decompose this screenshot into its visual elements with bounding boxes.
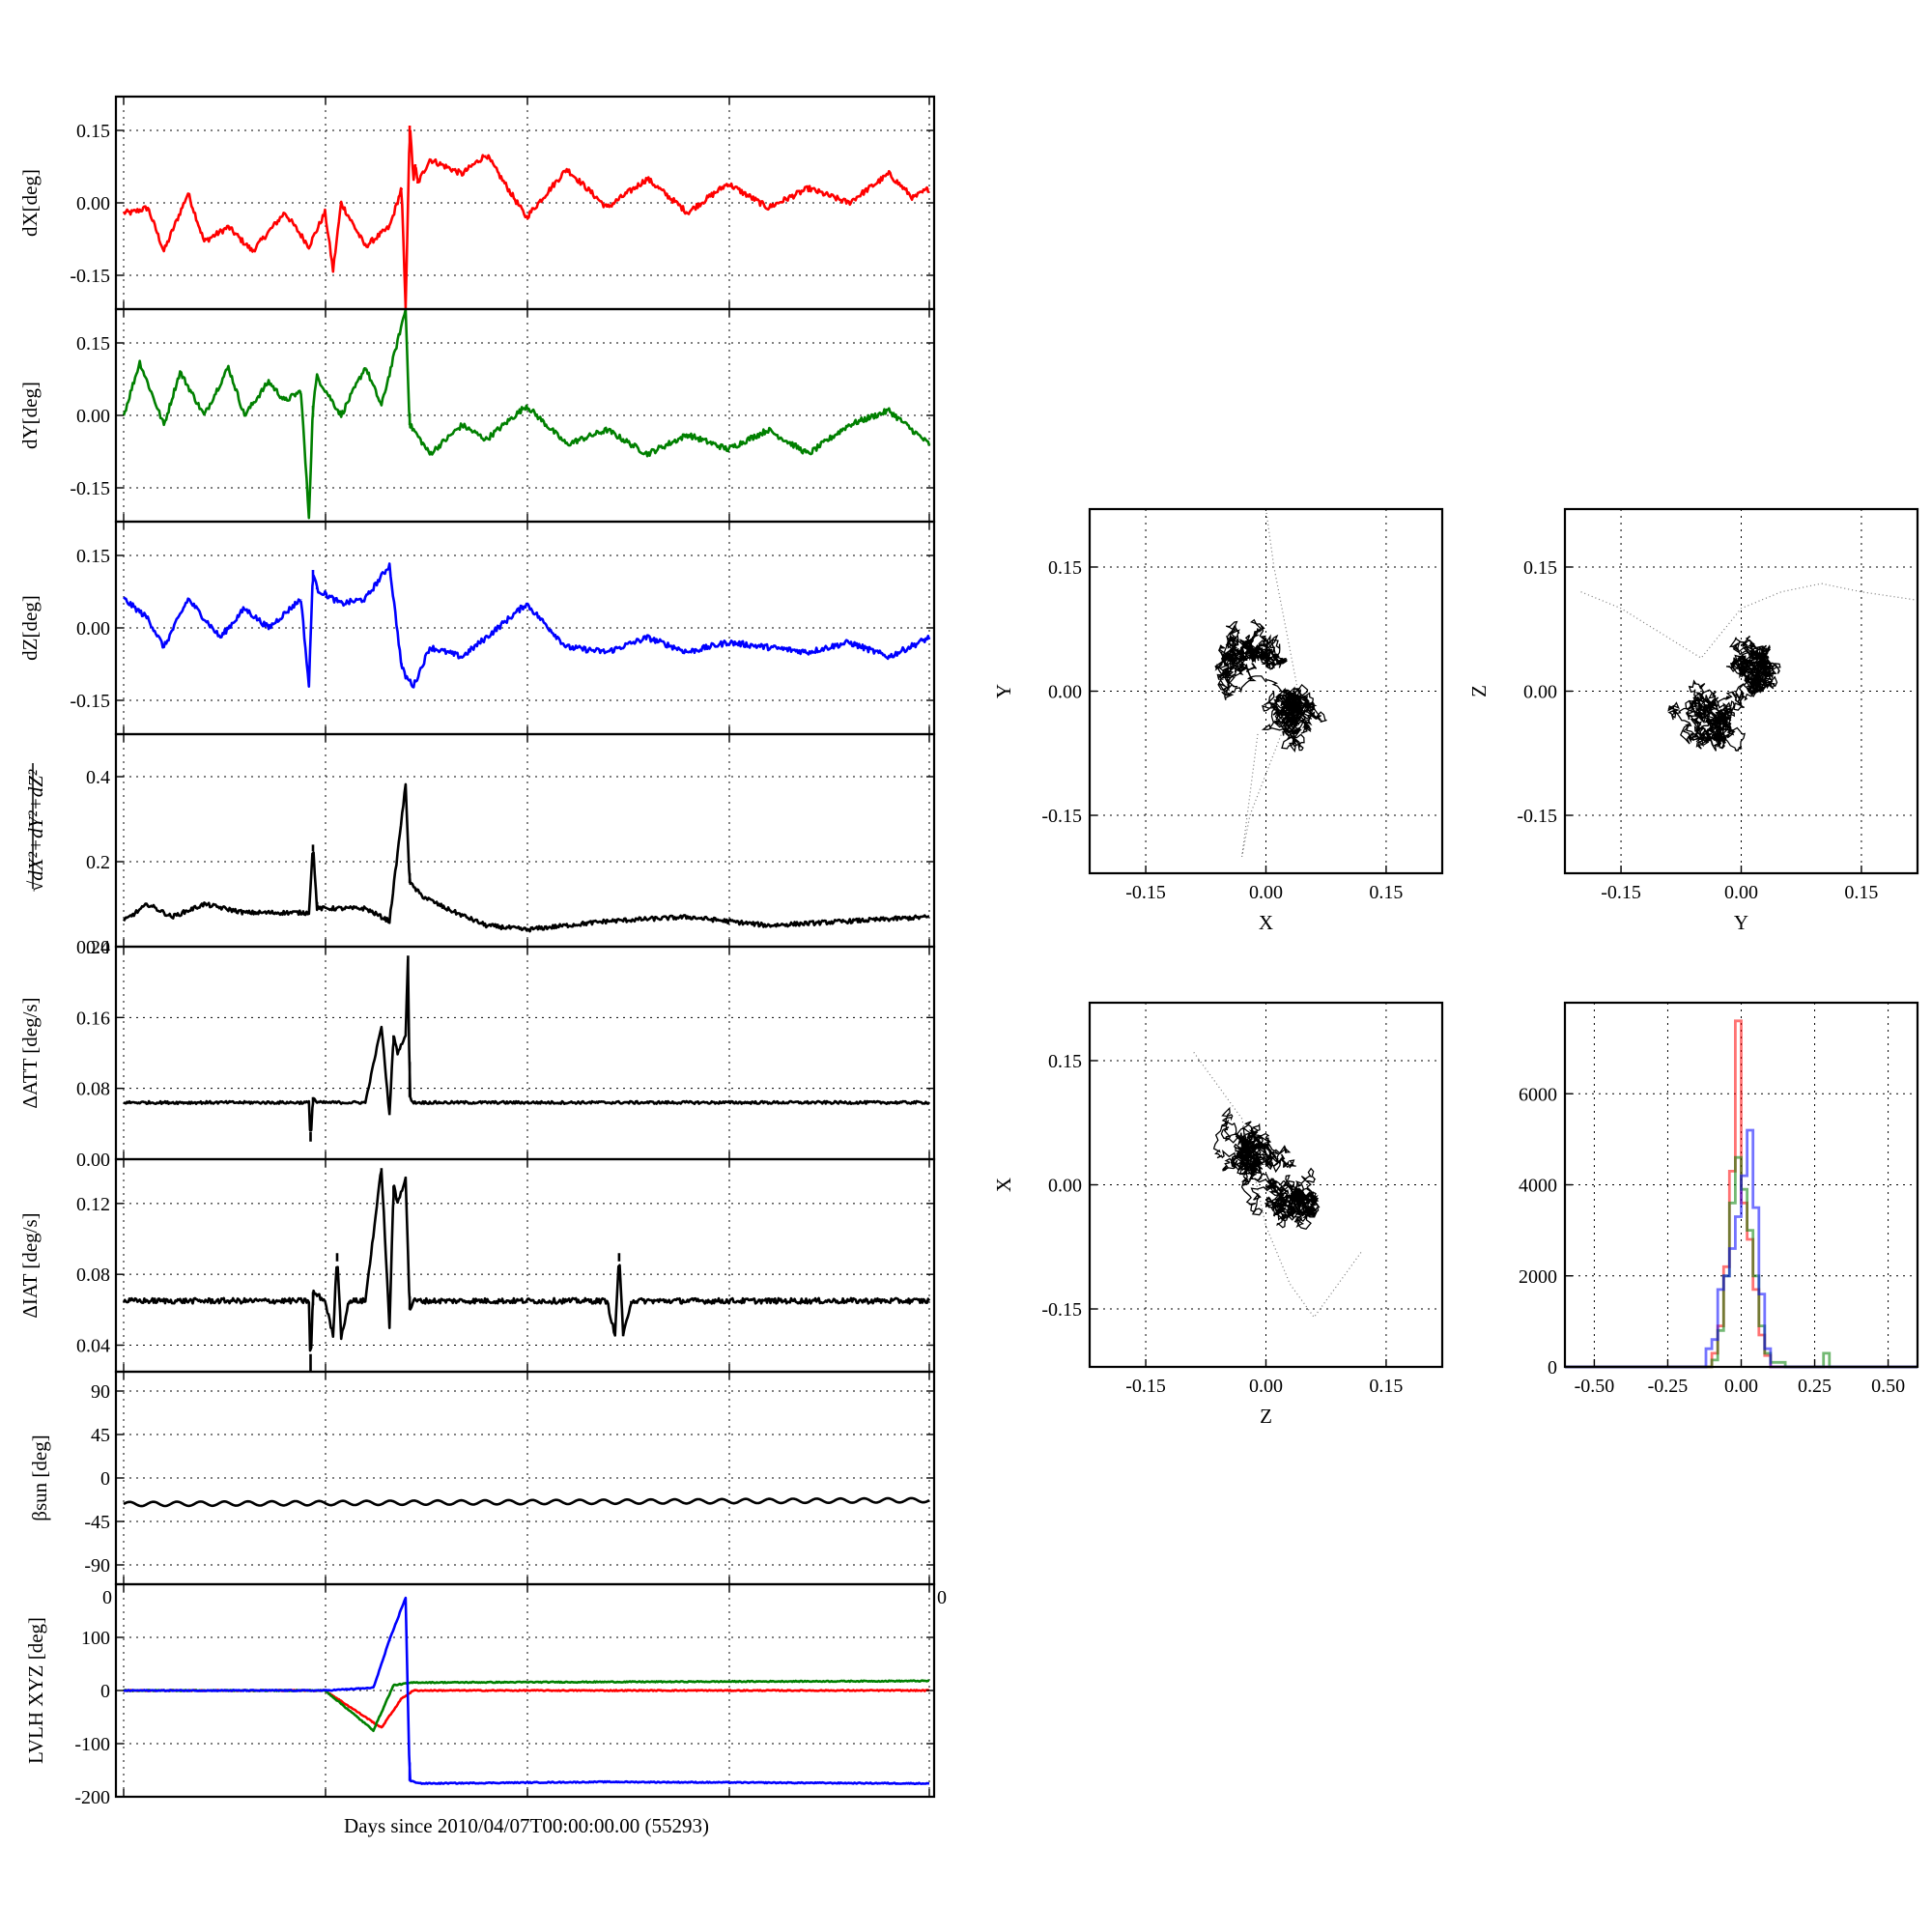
dZ-ytick-label: 0.00 [76, 618, 110, 639]
dZ-ytick-label: -0.15 [70, 691, 110, 712]
scatterYZ-ytick-label: 0.15 [1523, 557, 1557, 579]
dATT-ylabel: ΔATT [deg/s] [18, 997, 42, 1108]
dR-series-line-0 [122, 782, 930, 933]
beta-ytick-label: 0 [100, 1468, 110, 1490]
scatterZX-xtick-label: 0.00 [1249, 1376, 1283, 1397]
scatterYZ-xtick-label: -0.15 [1601, 882, 1641, 903]
dIAT-ytick-label: 0.08 [76, 1264, 110, 1286]
data-layer [122, 126, 1918, 1785]
beta-ytick-label: -45 [84, 1512, 110, 1533]
dIAT-ytick-label: 0.04 [76, 1336, 110, 1357]
hist-xtick-label: 0.00 [1724, 1376, 1758, 1397]
beta-ytick-label: -90 [84, 1555, 110, 1577]
scatterXY-xtick-label: 0.15 [1369, 882, 1403, 903]
scatterZX-ytick-label: -0.15 [1041, 1299, 1082, 1321]
dR-ytick-label: 0.4 [86, 767, 110, 788]
scatterXY-xtick-label: -0.15 [1125, 882, 1166, 903]
beta-ylabel: βsun [deg] [28, 1435, 51, 1520]
lvlh-ytick-label: -200 [74, 1787, 110, 1808]
dATT-ytick-label: 0.00 [76, 1150, 110, 1171]
scatterYZ-walk [1667, 635, 1781, 753]
dZ-ytick-label: 0.15 [76, 546, 110, 567]
clipped-xtick-right: 0 [937, 1587, 947, 1608]
scatterYZ-axes-frame [1563, 507, 1919, 875]
scatterZX-xtick-label: 0.15 [1369, 1376, 1403, 1397]
scatterYZ-trail [1580, 582, 1918, 659]
lvlh-ylabel: LVLH XYZ [deg] [24, 1617, 47, 1764]
hist-ytick-label: 6000 [1519, 1084, 1557, 1105]
lvlh-series-line-0 [123, 1689, 930, 1729]
beta-ytick-label: 90 [91, 1381, 110, 1403]
hist-series-2 [1565, 1128, 1918, 1369]
scatterXY-ytick-label: -0.15 [1041, 806, 1082, 827]
scatterYZ-ytick-label: -0.15 [1517, 806, 1557, 827]
dR-axes-frame [114, 732, 936, 949]
frame-layer [114, 95, 1919, 1799]
scatterXY-walk [1214, 618, 1327, 753]
dIAT-axes-frame [114, 1157, 936, 1374]
scatterZX-walk [1212, 1106, 1321, 1231]
dATT-ytick-label: 0.08 [76, 1079, 110, 1100]
scatterXY-ytick-label: 0.15 [1048, 557, 1082, 579]
dATT-ytick-label: 0.24 [76, 937, 110, 958]
scatterYZ-xtick-label: 0.15 [1844, 882, 1878, 903]
dY-ylabel: dY[deg] [18, 382, 42, 449]
hist-xtick-label: -0.25 [1648, 1376, 1689, 1397]
dIAT-ylabel: ΔIAT [deg/s] [18, 1212, 42, 1318]
dR-ytick-label: 0.2 [86, 852, 110, 873]
dATT-series-line-0 [123, 955, 931, 1142]
dY-ytick-label: 0.00 [76, 406, 110, 427]
dX-series-line-0 [122, 126, 931, 309]
dY-ytick-label: -0.15 [70, 478, 110, 499]
text-layer: 0.150.00-0.15dX[deg]0.150.00-0.15dY[deg]… [18, 121, 1905, 1808]
scatterYZ-ylabel: Z [1467, 685, 1491, 697]
hist-ytick-label: 4000 [1519, 1176, 1557, 1197]
dZ-series-line-0 [123, 562, 931, 689]
hist-xtick-label: 0.50 [1871, 1376, 1905, 1397]
lvlh-ytick-label: 100 [81, 1628, 110, 1649]
hist-xtick-label: 0.25 [1798, 1376, 1832, 1397]
lvlh-ytick-label: 0 [100, 1681, 110, 1702]
dX-ytick-label: -0.15 [70, 266, 110, 287]
scatterXY-xlabel: X [1259, 911, 1273, 934]
scatterZX-ytick-label: 0.15 [1048, 1051, 1082, 1072]
scatterXY-trail [1241, 509, 1299, 858]
dIAT-ytick-label: 0.12 [76, 1194, 110, 1215]
dATT-axes-frame [114, 945, 936, 1161]
scatterXY-ytick-label: 0.00 [1048, 682, 1082, 703]
hist-axes-frame [1563, 1001, 1919, 1369]
dR-ylabel: √dX²+dY²+dZ² [24, 769, 47, 892]
scatterXY-axes-frame [1088, 507, 1444, 875]
dX-ytick-label: 0.00 [76, 193, 110, 214]
scatterZX-axes-frame [1088, 1001, 1444, 1369]
lvlh-axes-frame [114, 1582, 936, 1799]
hist-ytick-label: 0 [1548, 1357, 1557, 1378]
scatterZX-ylabel: X [992, 1178, 1015, 1192]
dR-ytick-label: 0.0 [86, 937, 110, 958]
dATT-ytick-label: 0.16 [76, 1008, 110, 1029]
scatterYZ-xtick-label: 0.00 [1724, 882, 1758, 903]
dX-ylabel: dX[deg] [18, 169, 42, 237]
scatterYZ-ytick-label: 0.00 [1523, 682, 1557, 703]
beta-series-line-0 [123, 1496, 930, 1508]
beta-ytick-label: 45 [91, 1425, 110, 1446]
lvlh-ytick-label: -100 [74, 1734, 110, 1755]
dY-ytick-label: 0.15 [76, 333, 110, 355]
scatterYZ-xlabel: Y [1734, 911, 1748, 934]
dY-series-line-0 [122, 309, 931, 520]
figure-xlabel: Days since 2010/04/07T00:00:00.00 (55293… [344, 1814, 709, 1837]
hist-xtick-label: -0.50 [1575, 1376, 1615, 1397]
scatterXY-xtick-label: 0.00 [1249, 882, 1283, 903]
hist-ytick-label: 2000 [1519, 1266, 1557, 1288]
dX-ytick-label: 0.15 [76, 121, 110, 142]
scatterZX-xtick-label: -0.15 [1125, 1376, 1166, 1397]
lvlh-series-line-1 [123, 1679, 930, 1733]
clipped-xtick-left: 0 [102, 1587, 112, 1608]
scatterXY-ylabel: Y [992, 684, 1015, 698]
scatterZX-xlabel: Z [1260, 1405, 1272, 1428]
scatterZX-ytick-label: 0.00 [1048, 1176, 1082, 1197]
dZ-ylabel: dZ[deg] [18, 595, 42, 661]
dIAT-series-line-0 [122, 1168, 931, 1372]
